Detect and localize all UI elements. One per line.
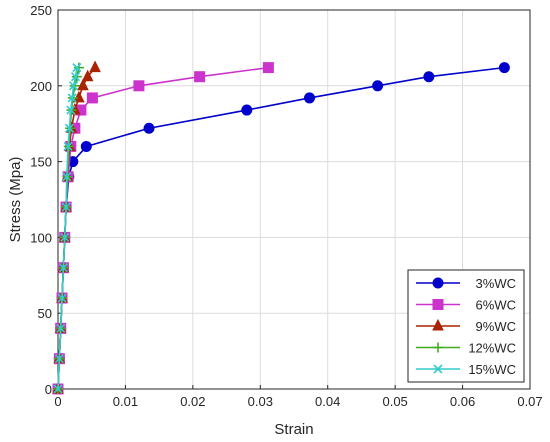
data-point [143, 122, 155, 134]
x-stroke [61, 202, 71, 212]
x-tick-label: 0.01 [113, 394, 138, 409]
y-tick-label: 100 [30, 230, 52, 245]
data-point [194, 71, 206, 83]
data-point [72, 63, 82, 73]
legend-marker [433, 364, 443, 374]
x-tick-label: 0.02 [180, 394, 205, 409]
x-axis-label: Strain [274, 421, 313, 438]
legend-label: 12%WC [468, 341, 516, 356]
y-tick-label: 50 [38, 306, 52, 321]
axis-ticks: 0 0.01 0.02 0.03 0.04 0.05 0.06 0.07 0 50 100 150 20… [30, 3, 542, 409]
x-stroke [57, 293, 67, 303]
y-tick-label: 200 [30, 79, 52, 94]
data-point [64, 123, 75, 133]
legend-marker [432, 299, 444, 310]
x-stroke [60, 232, 70, 242]
data-point [53, 384, 63, 394]
data-point [67, 93, 77, 103]
x-stroke [67, 93, 77, 103]
data-point [60, 232, 70, 242]
data-point [372, 80, 384, 92]
y-tick-label: 250 [30, 3, 52, 18]
x-stroke [72, 63, 82, 73]
data-point [73, 90, 85, 103]
x-tick-label: 0.03 [248, 394, 273, 409]
data-point [56, 323, 66, 333]
legend-marker [433, 342, 443, 353]
legend-label: 9%WC [476, 319, 516, 334]
y-tick-label: 0 [45, 382, 52, 397]
data-point [77, 78, 89, 91]
data-series [52, 60, 510, 395]
data-point [68, 81, 79, 91]
data-point [62, 172, 72, 182]
legend-entry: 6%WC [416, 298, 516, 313]
x-tick-label: 0.04 [315, 394, 340, 409]
plot-frame [57, 9, 531, 390]
data-point [262, 62, 274, 74]
y-tick-label: 150 [30, 155, 52, 170]
data-point [423, 71, 435, 83]
data-point [71, 71, 82, 82]
x-stroke [58, 263, 68, 273]
x-stroke [54, 354, 64, 364]
legend: 3%WC 6%WC 9%WC 12%WC 15%WC [407, 269, 525, 383]
data-point [498, 62, 510, 74]
data-point [61, 202, 71, 212]
legend-entry: 3%WC [416, 276, 516, 291]
data-point [54, 354, 64, 364]
legend-entry: 15%WC [416, 362, 516, 377]
data-point [66, 105, 76, 115]
data-point [63, 141, 73, 152]
legend-marker [432, 318, 444, 331]
x-tick-label: 0.06 [450, 394, 475, 409]
x-stroke [56, 323, 66, 333]
data-point [81, 69, 94, 82]
legend-entry: 9%WC [416, 318, 516, 334]
x-stroke [68, 81, 79, 91]
x-stroke [53, 384, 63, 394]
y-axis-label: Stress (Mpa) [7, 157, 24, 243]
x-tick-label: 0.07 [517, 394, 542, 409]
x-tick-label: 0 [54, 394, 61, 409]
data-point [304, 92, 316, 104]
legend-marker [432, 277, 444, 289]
x-tick-label: 0.05 [382, 394, 407, 409]
data-point [73, 62, 84, 73]
data-point [80, 140, 92, 152]
x-stroke [63, 141, 73, 152]
x-stroke [433, 364, 443, 374]
legend-label: 6%WC [476, 298, 516, 313]
data-point [89, 60, 101, 73]
series-15%WC [53, 63, 82, 394]
legend-label: 15%WC [468, 362, 516, 377]
data-point [133, 80, 145, 92]
legend-label: 3%WC [476, 276, 516, 291]
x-stroke [66, 105, 76, 115]
data-point [86, 92, 98, 104]
x-stroke [70, 72, 81, 82]
data-point [58, 263, 68, 273]
x-stroke [64, 123, 75, 133]
data-point [57, 293, 67, 303]
data-point [70, 72, 81, 82]
legend-entry: 12%WC [416, 341, 516, 356]
data-point [241, 104, 253, 116]
x-stroke [62, 172, 72, 182]
